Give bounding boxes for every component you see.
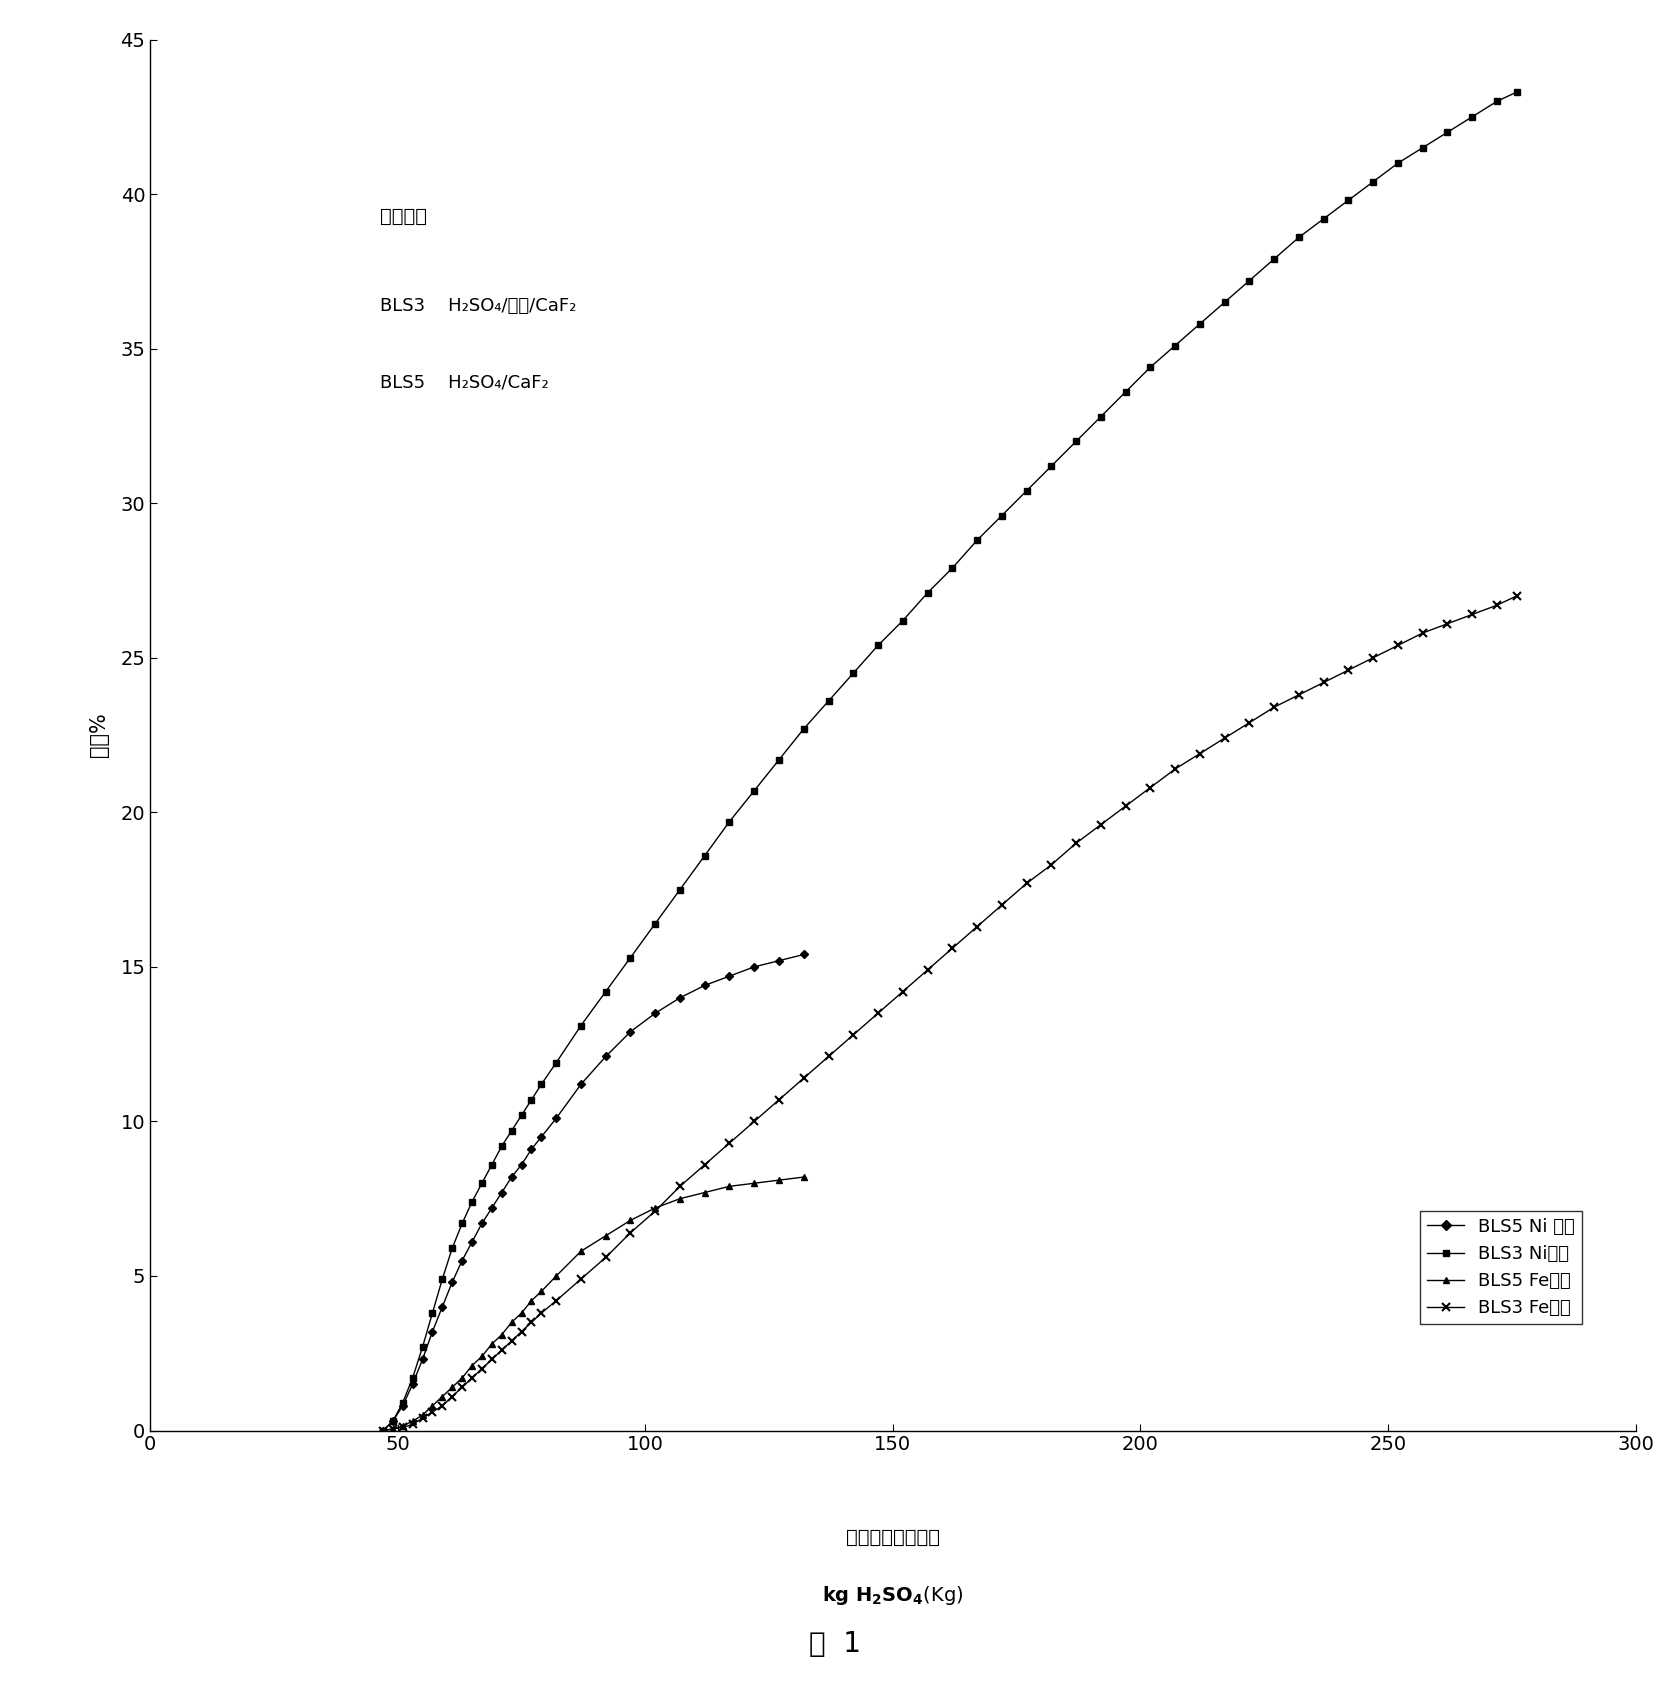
Line: BLS3 Ni提取: BLS3 Ni提取 [379, 89, 1520, 1434]
BLS5 Fe提取 [382, 1419, 402, 1439]
BLS5 Ni 提取 [531, 1127, 551, 1148]
Text: BLS3    H₂SO₄/盐水/CaF₂: BLS3 H₂SO₄/盐水/CaF₂ [381, 296, 577, 315]
BLS3 Ni提取 [1066, 431, 1087, 451]
BLS3 Ni提取 [372, 1420, 392, 1441]
BLS5 Ni 提取 [372, 1420, 392, 1441]
Text: $\mathbf{kg}\ \mathbf{H_2SO_4}$(Kg): $\mathbf{kg}\ \mathbf{H_2SO_4}$(Kg) [823, 1584, 963, 1606]
BLS3 Ni提取 [1092, 407, 1112, 427]
BLS5 Ni 提取 [412, 1349, 432, 1369]
BLS3 Fe提取 [372, 1420, 392, 1441]
BLS3 Fe提取 [1066, 833, 1087, 853]
BLS5 Ni 提取 [794, 943, 814, 964]
BLS5 Fe提取 [546, 1265, 566, 1286]
BLS5 Fe提取 [521, 1291, 541, 1311]
Text: 集聚条件: 集聚条件 [381, 206, 427, 225]
Line: BLS5 Ni 提取: BLS5 Ni 提取 [381, 952, 806, 1434]
BLS5 Ni 提取 [392, 1395, 412, 1415]
BLS5 Fe提取 [719, 1177, 739, 1197]
BLS5 Fe提取 [372, 1420, 392, 1441]
BLS5 Fe提取 [502, 1311, 522, 1332]
BLS5 Fe提取 [621, 1211, 641, 1231]
BLS5 Fe提取 [432, 1386, 452, 1407]
BLS3 Fe提取 [392, 1417, 412, 1437]
Line: BLS3 Fe提取: BLS3 Fe提取 [379, 591, 1520, 1434]
BLS5 Fe提取 [744, 1173, 764, 1194]
BLS5 Ni 提取 [719, 966, 739, 986]
BLS5 Ni 提取 [492, 1182, 512, 1202]
BLS3 Fe提取 [719, 1132, 739, 1153]
BLS5 Fe提取 [482, 1333, 502, 1354]
BLS5 Fe提取 [769, 1170, 789, 1190]
BLS5 Ni 提取 [472, 1213, 492, 1233]
Legend: BLS5 Ni 提取, BLS3 Ni提取, BLS5 Fe提取, BLS3 Fe提取: BLS5 Ni 提取, BLS3 Ni提取, BLS5 Fe提取, BLS3 F… [1420, 1211, 1582, 1325]
BLS5 Ni 提取 [422, 1322, 442, 1342]
BLS5 Fe提取 [402, 1412, 422, 1432]
BLS5 Ni 提取 [646, 1003, 666, 1024]
BLS5 Ni 提取 [694, 976, 714, 996]
BLS5 Fe提取 [571, 1241, 591, 1262]
BLS5 Ni 提取 [744, 957, 764, 978]
BLS5 Ni 提取 [462, 1231, 482, 1252]
Y-axis label: 提取%: 提取% [90, 712, 110, 758]
BLS5 Ni 提取 [432, 1296, 452, 1316]
BLS5 Ni 提取 [482, 1197, 502, 1218]
BLS5 Ni 提取 [669, 988, 689, 1008]
BLS5 Fe提取 [472, 1345, 492, 1366]
BLS5 Fe提取 [452, 1368, 472, 1388]
Text: BLS5    H₂SO₄/CaF₂: BLS5 H₂SO₄/CaF₂ [381, 373, 549, 392]
BLS5 Fe提取 [511, 1303, 531, 1323]
BLS3 Fe提取 [402, 1413, 422, 1434]
BLS5 Ni 提取 [402, 1374, 422, 1395]
BLS5 Ni 提取 [452, 1250, 472, 1270]
Text: 图  1: 图 1 [808, 1630, 861, 1659]
BLS3 Ni提取 [521, 1090, 541, 1110]
BLS5 Fe提取 [392, 1415, 412, 1436]
BLS5 Ni 提取 [621, 1022, 641, 1042]
BLS5 Fe提取 [794, 1167, 814, 1187]
BLS5 Fe提取 [422, 1395, 442, 1415]
BLS5 Fe提取 [492, 1325, 512, 1345]
Line: BLS5 Fe提取: BLS5 Fe提取 [379, 1173, 808, 1434]
BLS5 Ni 提取 [596, 1046, 616, 1066]
BLS5 Ni 提取 [521, 1139, 541, 1160]
Text: 每公斤矿石消耗的: 每公斤矿石消耗的 [846, 1528, 940, 1546]
BLS5 Fe提取 [669, 1189, 689, 1209]
BLS5 Fe提取 [646, 1197, 666, 1218]
BLS3 Ni提取 [719, 811, 739, 831]
BLS5 Ni 提取 [442, 1272, 462, 1293]
BLS5 Ni 提取 [502, 1167, 522, 1187]
BLS5 Fe提取 [694, 1182, 714, 1202]
BLS5 Fe提取 [412, 1405, 432, 1425]
BLS5 Fe提取 [531, 1281, 551, 1301]
BLS3 Fe提取 [1507, 586, 1527, 606]
BLS3 Ni提取 [392, 1393, 412, 1413]
BLS5 Fe提取 [462, 1356, 482, 1376]
BLS5 Ni 提取 [571, 1075, 591, 1095]
BLS5 Ni 提取 [382, 1412, 402, 1432]
BLS3 Fe提取 [521, 1311, 541, 1332]
BLS5 Ni 提取 [511, 1155, 531, 1175]
BLS5 Fe提取 [442, 1378, 462, 1398]
BLS5 Ni 提取 [769, 950, 789, 971]
BLS5 Fe提取 [596, 1226, 616, 1247]
BLS3 Ni提取 [402, 1368, 422, 1388]
BLS5 Ni 提取 [546, 1109, 566, 1129]
BLS3 Ni提取 [1507, 82, 1527, 102]
BLS3 Fe提取 [1092, 814, 1112, 834]
